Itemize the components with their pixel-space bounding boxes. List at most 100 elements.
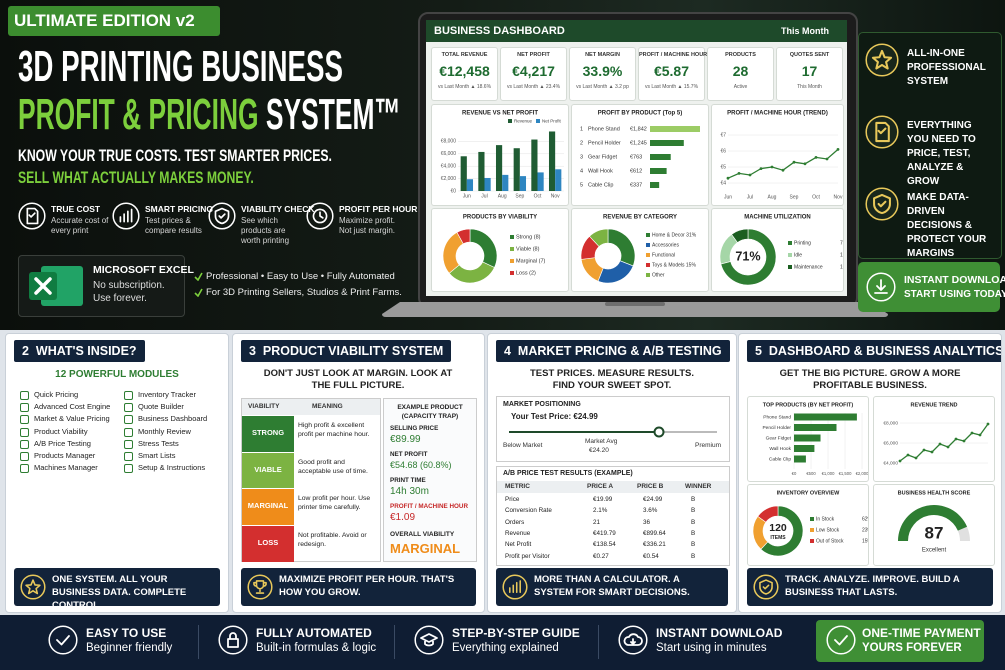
side-card: ALL-IN-ONE PROFESSIONAL SYSTEM EVERYTHING… [858,32,1002,259]
hero-title-line2: PROFIT & PRICING SYSTEM™ [18,90,401,140]
icon-glyph [253,580,267,594]
module-icon-box [20,439,29,449]
x-tick-label: €500 [806,471,816,476]
price-marker [653,426,665,438]
kpi-value: €12,458 [439,63,490,79]
icon-ring [826,625,856,655]
legend-label: Revenue [514,119,533,124]
scale-label: Below Market [503,442,543,449]
viability-cell [242,488,294,525]
ab-header: METRIC [505,483,530,490]
rank: 1 [580,126,583,132]
bar [794,413,857,421]
kpi-delta: vs Last Month ▲ 3.2 pp [576,84,629,90]
x-tick-label: €2,000 [856,471,868,476]
hero-title-white: SYSTEM™ [265,90,401,139]
point [781,168,785,172]
bar [794,455,806,463]
gauge-value [898,505,968,541]
panel-heading: 2 WHAT'S INSIDE? [14,340,145,362]
y-tick-label: €0 [450,188,456,194]
point [970,431,974,435]
icon-ring [218,625,248,655]
value-label: €1,245 [630,140,647,146]
product-name: Pencil Holder [588,140,621,146]
point [814,156,818,159]
legend-label: Strong (8) [516,234,541,240]
legend-label: Idle [794,252,802,258]
module-name: Smart Lists [138,451,176,460]
chart-card: TOP PRODUCTS (BY NET PROFIT) €0 €500 €1,000… [747,396,869,482]
feature-text: Test prices & compare results [145,216,202,235]
bar [555,169,562,191]
bottom-text: Beginner friendly [86,642,173,654]
ab-cell: B [691,518,696,526]
legend-label: Other [652,272,665,278]
rank: 4 [580,168,583,174]
check-text: Professional • Easy to Use • Fully Autom… [206,271,395,282]
download-title: INSTANT DOWNLOAD [904,274,1005,286]
check-icon [194,288,203,297]
module-icon-box [124,464,133,474]
ab-cell: Revenue [505,529,531,537]
panel-title: DASHBOARD & BUSINESS ANALYTICS [768,344,1002,358]
panel-footer: MAXIMIZE PROFIT PER HOUR. THAT'S HOW YOU… [241,568,476,606]
table-header [242,399,380,415]
panel-subtitle: GET THE BIG PICTURE. GROW A MORE PROFITA… [779,368,961,391]
panel-gap [256,344,263,358]
y-tick-label: €6 [720,148,726,154]
icon [20,574,46,600]
kpi-label: TOTAL REVENUE [441,52,488,58]
chart: PRODUCTS BY VIABILITY Strong (8) Viable (8… [442,215,546,284]
legend-label: Functional [652,252,675,258]
icon [865,43,899,77]
point [748,173,752,177]
panel-footer: ONE SYSTEM. ALL YOUR BUSINESS DATA. COMP… [14,568,220,611]
ab-table: A/B PRICE TEST RESULTS (EXAMPLE) METRIC PR… [496,466,730,566]
module-icon [20,415,29,425]
legend-swatch [646,273,650,277]
feature-title: SMART PRICING [145,204,213,214]
legend-swatch [788,241,792,245]
line [899,423,989,462]
kpi-card: NET MARGIN 33.9% vs Last Month ▲ 3.2 pp [569,47,636,101]
ab-cell: €419.79 [593,529,616,537]
panel-footer-text: MORE THAN A CALCULATOR. A SYSTEM FOR SMA… [534,574,690,598]
viability-meaning: Good profit and acceptable use of time. [298,458,368,475]
point [930,450,934,454]
bar [513,148,520,191]
donut-segment [607,228,636,267]
download-text: START USING TODAY! [904,289,1005,300]
hero-title: 3D PRINTING BUSINESS [18,42,344,91]
bottom-title: STEP-BY-STEP GUIDE [452,626,580,640]
module-icon-box [124,415,133,425]
test-price: Your Test Price: €24.99 [511,412,598,421]
icon-ring [753,574,779,600]
ab-cell: 2.1% [593,507,608,515]
bar [484,177,491,191]
chart-card: MACHINE UTILIZATION 71% Printing 71% Idle 19%… [711,208,844,292]
value-label: €337 [630,182,642,188]
kpi-value: €4,217 [512,63,555,79]
donut-segment [456,228,471,245]
panel-footer-text: ONE SYSTEM. ALL YOUR BUSINESS DATA. COMP… [52,574,187,611]
icon [618,625,648,655]
y-tick-label: €6,000 [441,151,457,157]
donut-segment [469,228,498,268]
icon-ring [48,625,78,655]
panel-number: 5 [755,344,762,358]
donut-segment [597,260,634,284]
bottom-title: FULLY AUTOMATED [256,626,372,640]
excel-x [34,277,52,295]
chart-card: PROFIT / MACHINE HOUR (TREND) €4 €5 €6 €7 Jun… [711,104,844,206]
kpi-card: PROFIT / MACHINE HOUR €5.87 vs Last Month … [638,47,707,101]
module-icon [124,452,133,461]
viability-cell [242,524,294,562]
example-label: PROFIT / MACHINE HOUR [390,503,469,510]
module-icon [124,427,133,437]
bar [466,179,474,191]
donut-segment [731,228,749,243]
bar [794,424,837,431]
bottom-title: INSTANT DOWNLOAD [656,626,783,640]
kpi-label: QUOTES SENT [789,52,830,58]
